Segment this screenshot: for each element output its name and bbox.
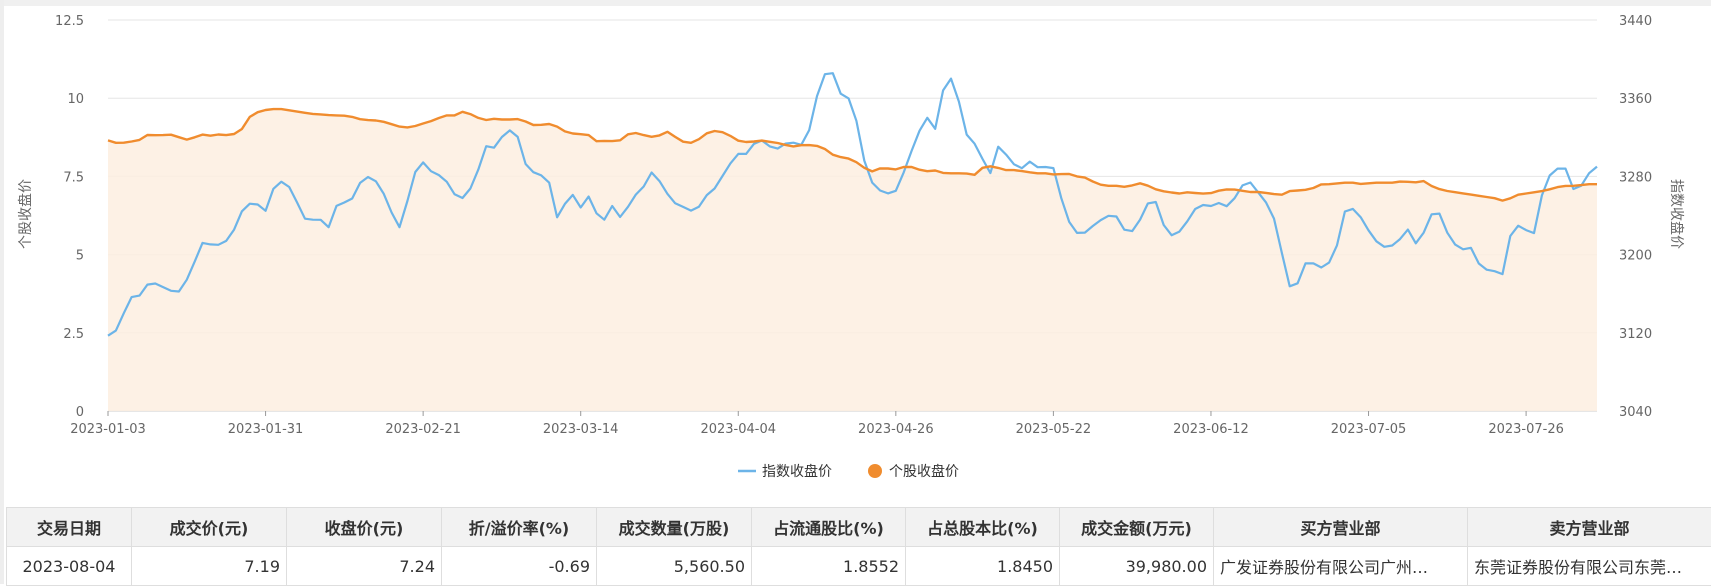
left-tick-label: 10 [67, 92, 84, 107]
table-header-row: 交易日期 成交价(元) 收盘价(元) 折/溢价率(%) 成交数量(万股) 占流通… [7, 508, 1711, 547]
col-header-amount: 成交金额(万元) [1060, 508, 1214, 547]
right-tick-label: 3440 [1619, 14, 1652, 29]
x-axis: 2023-01-03 2023-01-31 2023-02-21 2023-03-14… [70, 411, 1564, 437]
x-tick-label: 2023-06-12 [1173, 422, 1249, 437]
right-tick-label: 3280 [1619, 170, 1652, 185]
cell-trade-price: 7.19 [132, 547, 287, 586]
right-axis-title: 指数收盘价 [1668, 179, 1685, 249]
col-header-float-ratio: 占流通股比(%) [752, 508, 906, 547]
left-tick-label: 7.5 [63, 170, 84, 185]
col-header-close-price: 收盘价(元) [287, 508, 442, 547]
cell-date: 2023-08-04 [7, 547, 132, 586]
left-tick-label: 0 [76, 405, 84, 420]
cell-close-price: 7.24 [287, 547, 442, 586]
cell-total-ratio: 1.8450 [906, 547, 1060, 586]
cell-float-ratio: 1.8552 [752, 547, 906, 586]
col-header-buyer: 买方营业部 [1214, 508, 1468, 547]
right-tick-label: 3120 [1619, 327, 1652, 342]
cell-volume: 5,560.50 [597, 547, 752, 586]
x-tick-label: 2023-02-21 [385, 422, 461, 437]
stock-area [108, 109, 1597, 411]
x-tick-label: 2023-04-26 [858, 422, 934, 437]
right-axis: 3040 3120 3200 3280 3360 3440 [1619, 14, 1652, 420]
cell-buyer[interactable]: 广发证券股份有限公司广州… [1214, 547, 1468, 586]
right-tick-label: 3360 [1619, 92, 1652, 107]
legend: 指数收盘价 个股收盘价 [738, 463, 959, 480]
x-tick-label: 2023-04-04 [700, 422, 776, 437]
col-header-volume: 成交数量(万股) [597, 508, 752, 547]
right-tick-label: 3200 [1619, 249, 1652, 264]
x-tick-label: 2023-03-14 [543, 422, 619, 437]
legend-label-index: 指数收盘价 [762, 463, 832, 480]
x-tick-label: 2023-05-22 [1016, 422, 1092, 437]
block-trade-table: 交易日期 成交价(元) 收盘价(元) 折/溢价率(%) 成交数量(万股) 占流通… [6, 507, 1711, 586]
left-tick-label: 12.5 [55, 14, 84, 29]
x-tick-label: 2023-01-31 [228, 422, 304, 437]
legend-item-index[interactable]: 指数收盘价 [738, 463, 832, 480]
left-axis-title: 个股收盘价 [17, 179, 34, 249]
col-header-date: 交易日期 [7, 508, 132, 547]
col-header-seller: 卖方营业部 [1468, 508, 1711, 547]
stock-area-fill [108, 109, 1597, 411]
left-axis: 0 2.5 5 7.5 10 12.5 [55, 14, 84, 420]
col-header-trade-price: 成交价(元) [132, 508, 287, 547]
right-tick-label: 3040 [1619, 405, 1652, 420]
x-tick-label: 2023-07-05 [1331, 422, 1407, 437]
col-header-premium-rate: 折/溢价率(%) [442, 508, 597, 547]
cell-amount: 39,980.00 [1060, 547, 1214, 586]
x-tick-label: 2023-07-26 [1488, 422, 1564, 437]
col-header-total-ratio: 占总股本比(%) [906, 508, 1060, 547]
legend-label-stock: 个股收盘价 [889, 463, 959, 480]
x-tick-label: 2023-01-03 [70, 422, 146, 437]
cell-premium-rate: -0.69 [442, 547, 597, 586]
table-row[interactable]: 2023-08-04 7.19 7.24 -0.69 5,560.50 1.85… [7, 547, 1711, 586]
legend-swatch-stock [868, 464, 882, 478]
left-tick-label: 2.5 [63, 327, 84, 342]
legend-item-stock[interactable]: 个股收盘价 [868, 463, 959, 480]
left-tick-label: 5 [76, 249, 84, 264]
cell-seller[interactable]: 东莞证券股份有限公司东莞… [1468, 547, 1711, 586]
